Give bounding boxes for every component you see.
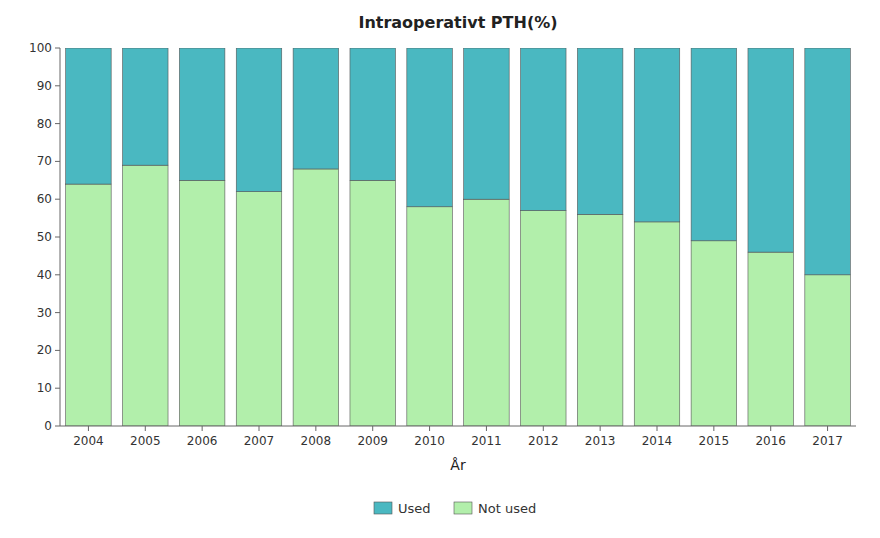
bar [521,211,566,426]
x-tick [600,426,601,431]
x-tick-label: 2007 [244,434,275,448]
bar [66,48,111,184]
x-axis-line [60,426,856,427]
x-tick [827,426,828,431]
bar [350,48,395,180]
bar [577,214,622,426]
bar [464,199,509,426]
y-tick-label: 20 [37,343,52,357]
y-tick-label: 70 [37,154,52,168]
y-tick-label: 50 [37,230,52,244]
x-tick [259,426,260,431]
x-tick-label: 2016 [755,434,786,448]
y-tick [55,426,60,427]
x-tick-label: 2005 [130,434,161,448]
title: Intraoperativt PTH(%) [358,13,557,32]
legend-swatch [374,502,392,514]
x-tick [713,426,714,431]
bar [805,48,850,275]
bar [634,222,679,426]
bar [123,165,168,426]
x-tick [315,426,316,431]
x-tick [202,426,203,431]
bar [748,48,793,252]
x-tick-label: 2012 [528,434,559,448]
x-tick-label: 2011 [471,434,502,448]
bar [521,48,566,211]
legend-label: Not used [478,501,536,516]
bar [805,275,850,426]
y-tick-label: 100 [29,41,52,55]
y-tick [55,312,60,313]
bar [179,180,224,426]
y-tick [55,237,60,238]
bar [66,184,111,426]
x-tick-label: 2015 [699,434,730,448]
bar [123,48,168,165]
chart-svg: Intraoperativt PTH(%) 0 10 20 30 40 50 60 70 80 90… [0,0,880,538]
bar [293,169,338,426]
y-tick [55,388,60,389]
x-tick-label: 2004 [73,434,104,448]
legend-label: Used [398,501,431,516]
y-tick-label: 10 [37,381,52,395]
y-tick-label: 80 [37,117,52,131]
x-tick-label: 2013 [585,434,616,448]
y-tick-label: 30 [37,306,52,320]
chart-container: Intraoperativt PTH(%) 0 10 20 30 40 50 60 70 80 90… [0,0,880,538]
bar [748,252,793,426]
bar [407,207,452,426]
y-tick-label: 0 [44,419,52,433]
bars [66,48,851,426]
bar [691,48,736,241]
y-axis-line [60,48,61,426]
bar [407,48,452,207]
bar [634,48,679,222]
bar [350,180,395,426]
x-tick [145,426,146,431]
x-tick-label: 2009 [357,434,388,448]
y-tick [55,85,60,86]
y-tick [55,123,60,124]
bar [577,48,622,214]
y-tick [55,199,60,200]
x-tick-label: 2008 [301,434,332,448]
x-tick-label: 2006 [187,434,218,448]
x-tick-label: 2017 [812,434,843,448]
x-tick-label: 2010 [414,434,445,448]
bar [464,48,509,199]
bar [236,192,281,426]
legend: Used Not used [374,501,536,516]
y-tick [55,274,60,275]
x-tick [770,426,771,431]
bar [179,48,224,180]
bar [691,241,736,426]
x-tick [543,426,544,431]
y-tick-label: 60 [37,192,52,206]
x-tick [429,426,430,431]
y-tick-label: 90 [37,79,52,93]
y-tick [55,48,60,49]
y-tick [55,350,60,351]
bar [236,48,281,192]
legend-swatch [454,502,472,514]
bar [293,48,338,169]
x-tick [657,426,658,431]
y-tick-label: 40 [37,268,52,282]
y-tick [55,161,60,162]
x-axis-label: År [450,457,466,473]
x-tick [486,426,487,431]
x-tick [88,426,89,431]
x-tick [372,426,373,431]
x-tick-label: 2014 [642,434,673,448]
